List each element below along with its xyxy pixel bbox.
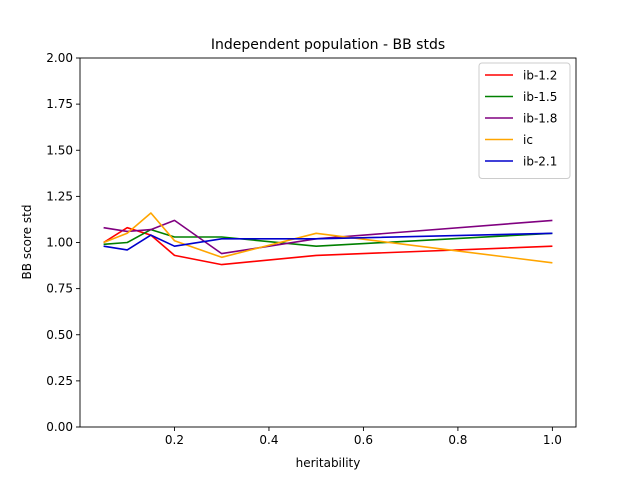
legend-label-ib-1.5: ib-1.5: [523, 90, 557, 104]
x-tick-label: 1.0: [543, 433, 562, 447]
plot-area: [79, 57, 577, 428]
series-line-ib-2.1: [103, 232, 553, 251]
x-tick-label: 0.2: [165, 433, 184, 447]
y-tick-label: 0.50: [46, 328, 73, 342]
series-line-ib-1.5: [103, 228, 553, 247]
y-tick-label: 1.00: [46, 236, 73, 250]
x-tick-label: 0.6: [354, 433, 373, 447]
series-line-ib-1.2: [103, 226, 553, 266]
legend-label-ic: ic: [523, 133, 533, 147]
legend: ib-1.2 ib-1.5 ib-1.8 ic ib-2.1: [478, 62, 571, 179]
y-tick-label: 1.75: [46, 97, 73, 111]
y-tick-label: 0.75: [46, 282, 73, 296]
x-tick-label: 0.4: [259, 433, 278, 447]
x-axis-label: heritability: [296, 456, 361, 470]
y-tick-label: 2.00: [46, 51, 73, 65]
legend-label-ib-1.8: ib-1.8: [523, 112, 557, 126]
series-line-ic: [103, 212, 553, 264]
legend-label-ib-2.1: ib-2.1: [523, 155, 557, 169]
y-tick-label: 0.00: [46, 420, 73, 434]
x-axis: 0.2 0.4 0.6 0.8 1.0: [165, 427, 562, 447]
y-axis: 0.00 0.25 0.50 0.75 1.00 1.25 1.50 1.75 2.00: [46, 51, 80, 434]
legend-box: [478, 62, 571, 179]
x-tick-label: 0.8: [448, 433, 467, 447]
y-axis-label: BB score std: [20, 205, 34, 280]
legend-label-ib-1.2: ib-1.2: [523, 69, 557, 83]
chart-title: Independent population - BB stds: [211, 37, 445, 53]
y-tick-label: 1.50: [46, 143, 73, 157]
y-tick-label: 1.25: [46, 189, 73, 203]
y-tick-label: 0.25: [46, 374, 73, 388]
